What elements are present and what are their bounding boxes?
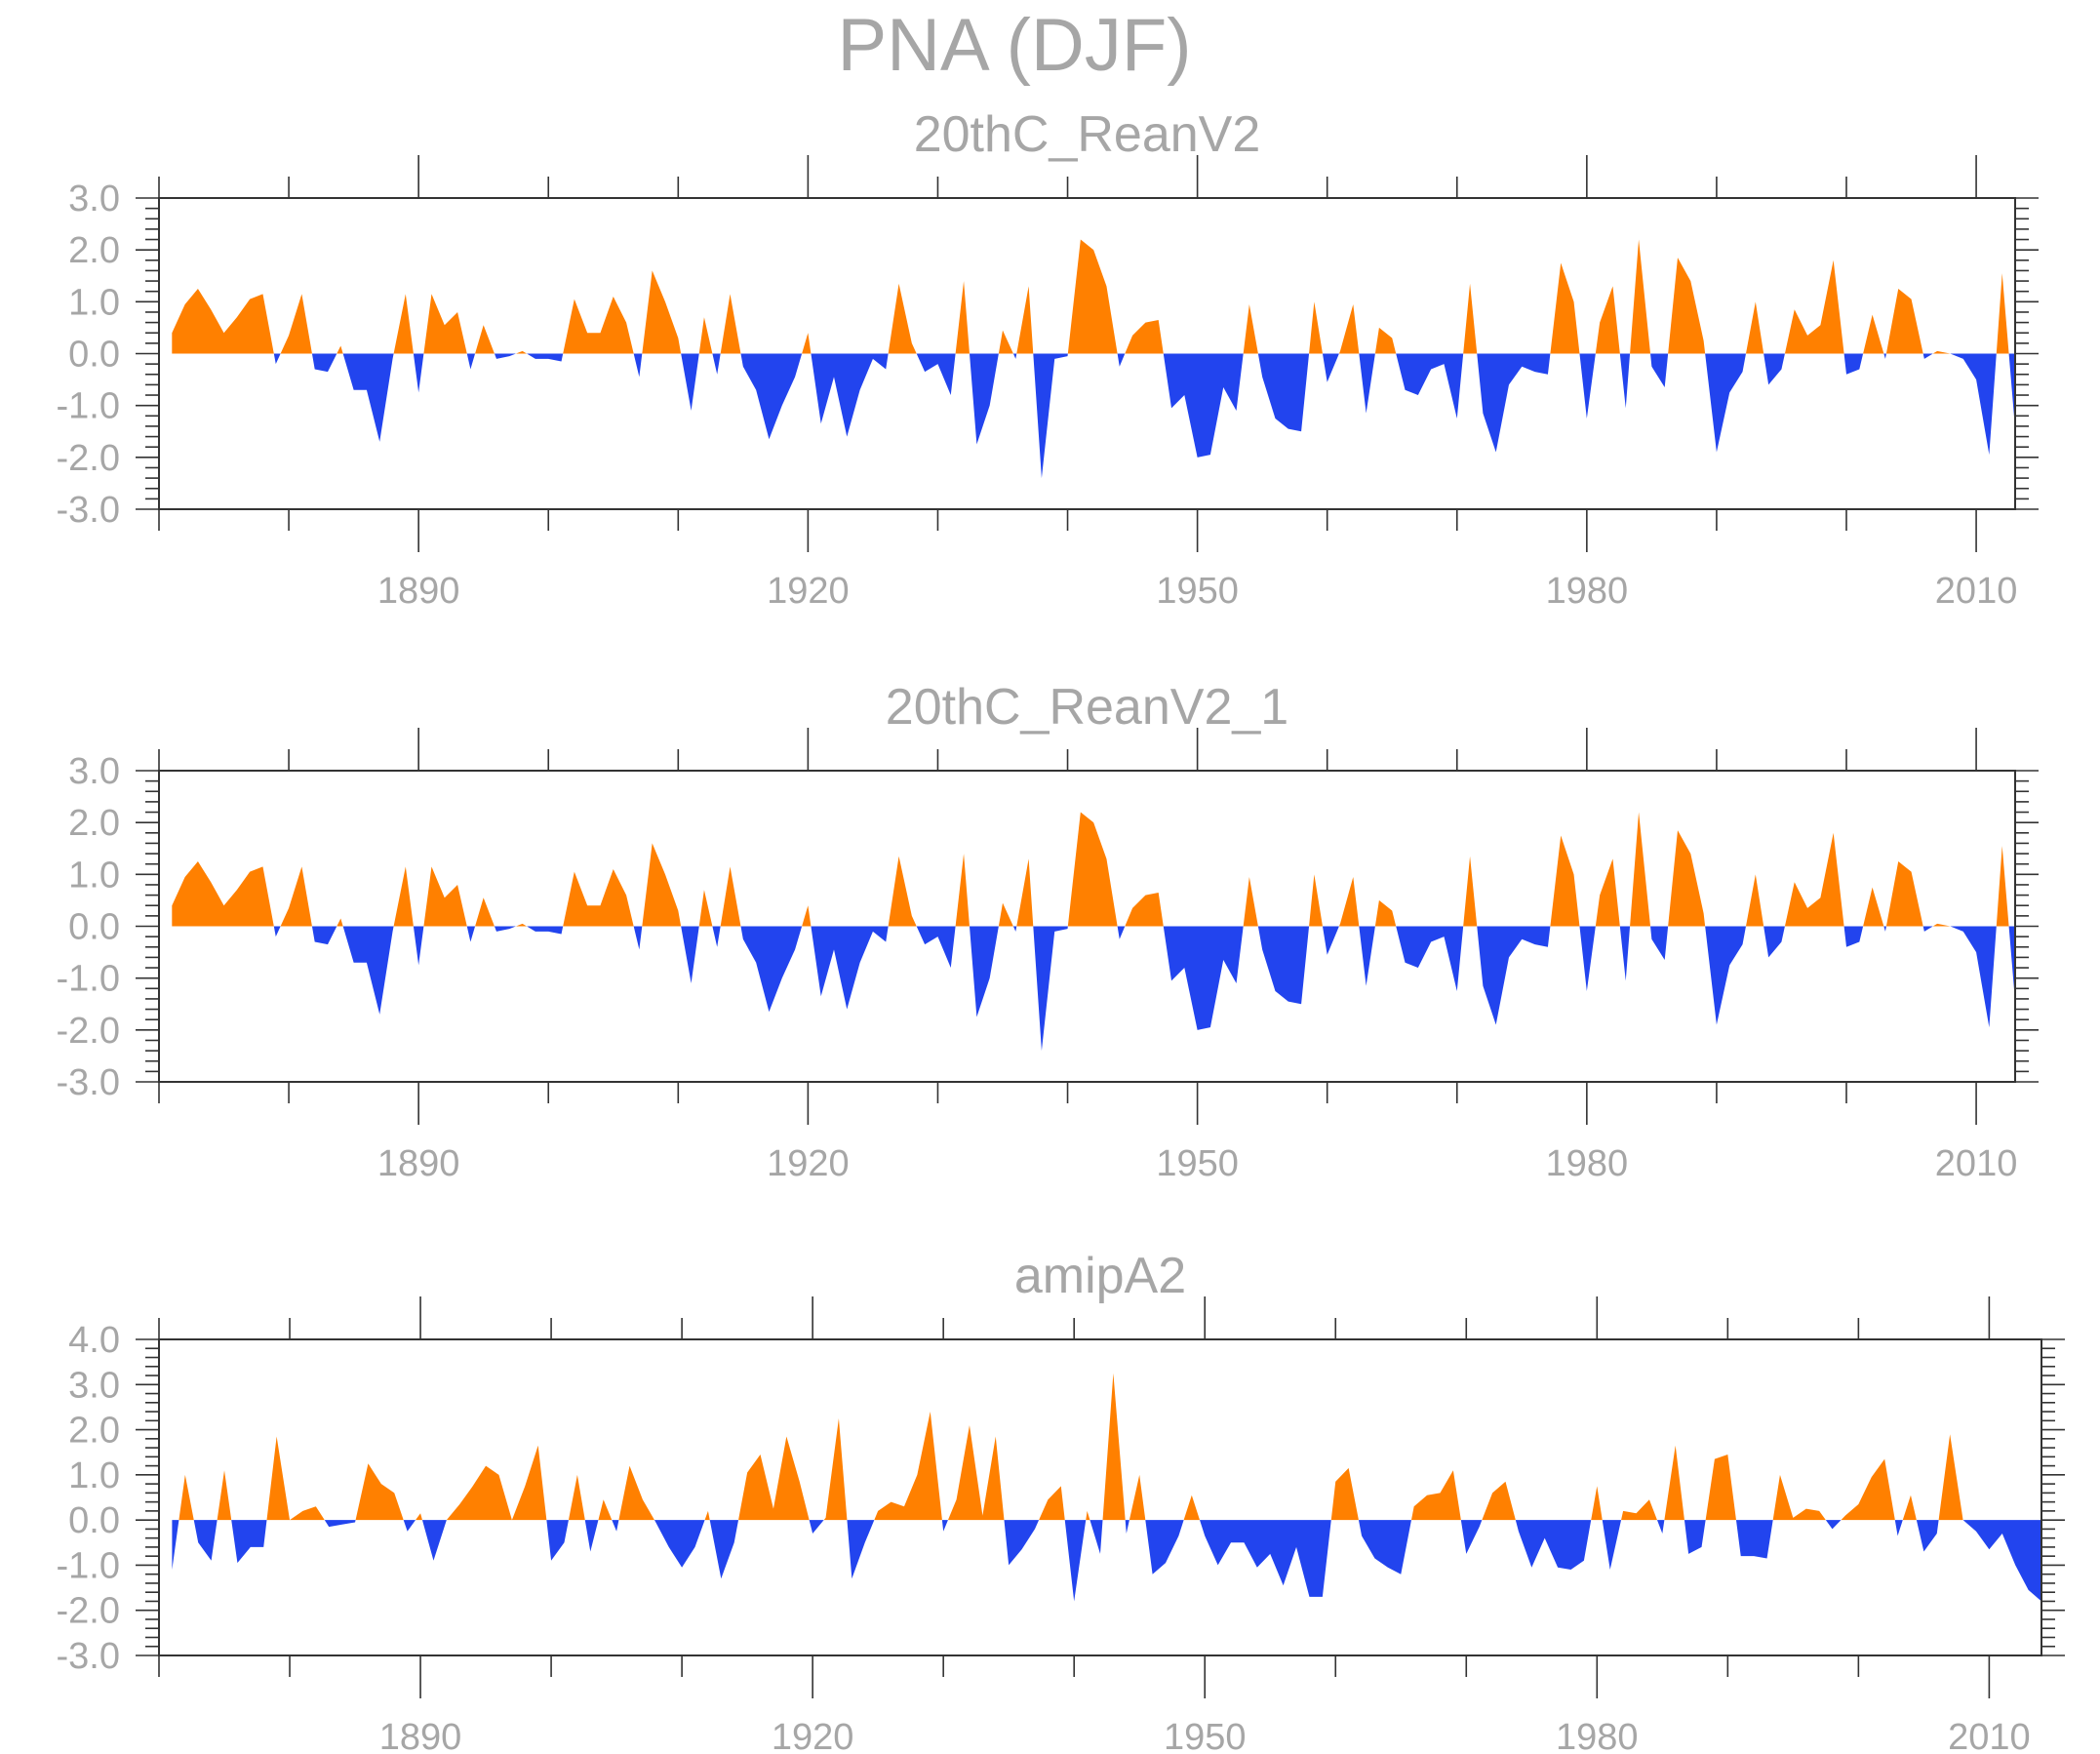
x-tick-label: 1950 [1156,571,1239,612]
positive-area-series [178,1373,1963,1521]
x-tick-label: 1950 [1156,1143,1239,1184]
x-tick-label: 1980 [1546,571,1629,612]
y-tick-label: -1.0 [57,959,120,1000]
y-tick-label: -2.0 [57,1011,120,1052]
y-tick-label: 0.0 [68,1500,120,1541]
panels-container: 20thC_ReanV23.02.01.00.0-1.0-2.0-3.01890… [57,106,2065,1754]
x-tick-label: 1980 [1556,1717,1639,1754]
y-tick-label: -1.0 [57,386,120,427]
y-tick-label: 1.0 [68,282,120,323]
panel-title: 20thC_ReanV2 [914,106,1261,163]
y-tick-label: 2.0 [68,803,120,844]
y-tick-label: 3.0 [68,751,120,792]
y-tick-label: -3.0 [57,490,120,531]
y-tick-label: 0.0 [68,335,120,376]
panel-title: 20thC_ReanV2_1 [886,679,1288,736]
negative-area-series [172,1520,2041,1602]
y-tick-label: 1.0 [68,855,120,896]
y-tick-label: 3.0 [68,179,120,219]
x-tick-label: 1950 [1164,1717,1247,1754]
y-tick-label: -1.0 [57,1545,120,1586]
x-tick-label: 2010 [1935,1143,2018,1184]
panel-3: amipA2 4.03.0 2.01.00.0-1.0 -2.0-3.0 1890 192… [57,1248,2065,1754]
negative-area-series [273,926,2015,1052]
y-tick-label: 0.0 [68,907,120,948]
y-tick-label: -2.0 [57,1591,120,1632]
x-tick-label: 2010 [1935,571,2018,612]
y-tick-label: -3.0 [57,1636,120,1677]
negative-area-series [273,353,2015,479]
positive-area-series [172,812,2009,927]
y-tick-label: -3.0 [57,1062,120,1103]
x-tick-label: 1920 [767,1143,850,1184]
panel-2: 20thC_ReanV2_1 3.0 2.0 1.0 0.0 -1.0 -2.0 -3.0 18… [57,679,2039,1184]
x-tick-label: 1980 [1546,1143,1629,1184]
y-tick-label: 3.0 [68,1365,120,1406]
x-tick-label: 1890 [377,1143,460,1184]
figure-title: PNA (DJF) [837,4,1191,87]
plot-frame [158,1338,2042,1656]
y-tick-label: 2.0 [68,1411,120,1452]
y-tick-label: -2.0 [57,438,120,479]
y-tick-label: 1.0 [68,1455,120,1496]
y-tick-label: 2.0 [68,230,120,271]
x-tick-label: 1890 [379,1717,462,1754]
x-tick-label: 2010 [1948,1717,2031,1754]
x-tick-label: 1890 [377,571,460,612]
panel-1: 20thC_ReanV2 3.0 2.0 1.0 0.0 -1.0 -2.0 -3.0 1890… [57,106,2039,612]
y-tick-label: 4.0 [68,1320,120,1361]
x-tick-label: 1920 [772,1717,854,1754]
positive-area-series [172,239,2009,354]
x-tick-label: 1920 [767,571,850,612]
panel-title: amipA2 [1014,1248,1186,1304]
